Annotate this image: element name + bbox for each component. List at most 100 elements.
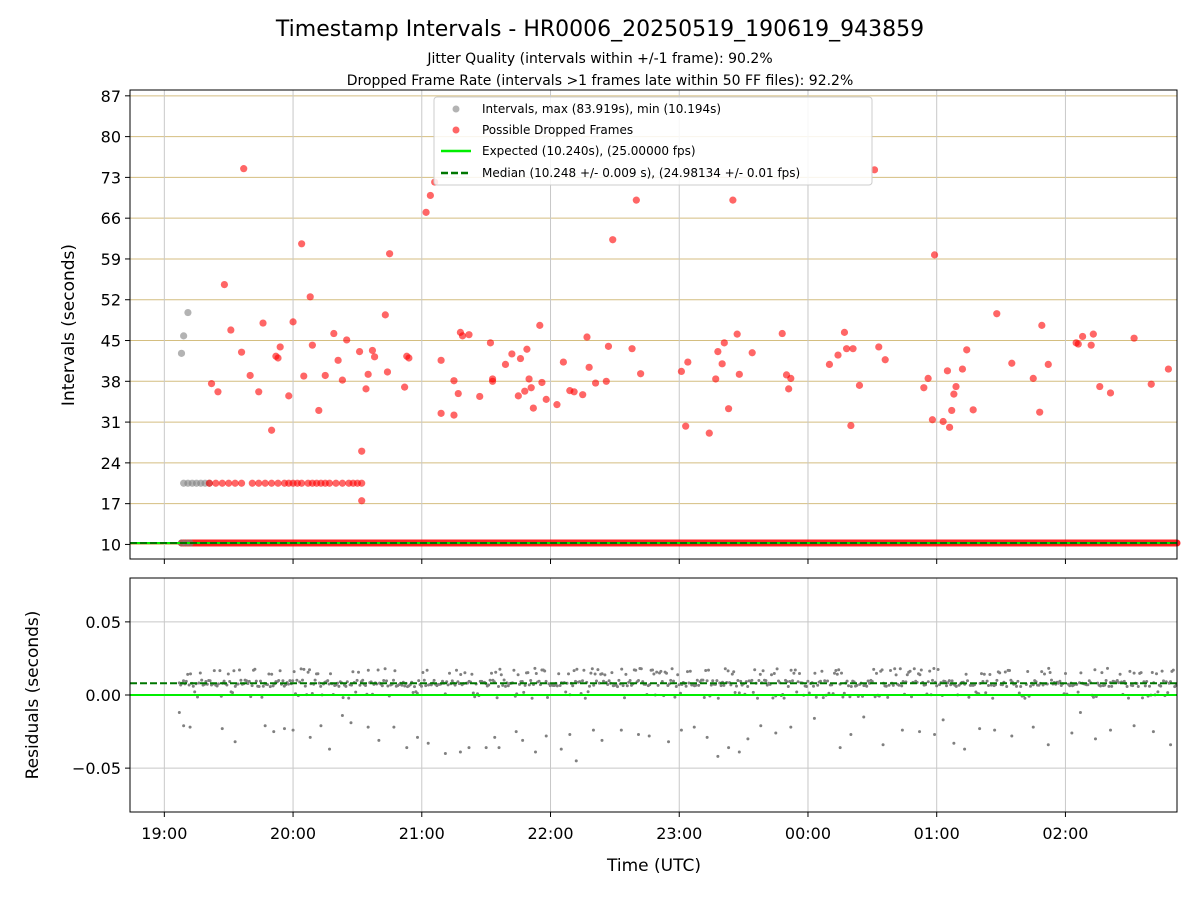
intervals-y-tick-label: 45 xyxy=(101,332,121,351)
x-tick-label: 00:00 xyxy=(785,824,831,843)
x-axis-label: Time (UTC) xyxy=(606,856,701,876)
residual-point xyxy=(592,683,596,687)
residual-point xyxy=(789,668,793,672)
residual-outlier-point xyxy=(993,728,997,732)
dropped-frame-point xyxy=(246,371,254,380)
legend-label-median: Median (10.248 +/- 0.009 s), (24.98134 +… xyxy=(482,166,800,180)
residual-outlier-point xyxy=(647,734,651,738)
residual-outlier-point xyxy=(759,724,763,728)
residual-outlier-point xyxy=(188,725,192,729)
residual-point xyxy=(1086,683,1090,687)
residual-outlier-point xyxy=(308,735,312,739)
residual-point xyxy=(705,679,709,683)
residuals-y-ticks: 0.05 0.00 −0.05 xyxy=(72,613,130,778)
residual-point xyxy=(1003,670,1007,674)
x-tick-label: 21:00 xyxy=(399,824,445,843)
dropped-frame-point xyxy=(450,411,458,419)
dropped-frame-point xyxy=(950,390,958,398)
residual-point xyxy=(926,680,930,684)
residual-outlier-point xyxy=(182,724,186,728)
dropped-frame-point xyxy=(993,310,1001,318)
dropped-frame-point xyxy=(1008,359,1016,367)
residual-point xyxy=(621,684,625,688)
dropped-frame-point xyxy=(952,382,960,391)
residual-point xyxy=(1148,684,1151,688)
residual-outlier-point xyxy=(282,727,286,731)
residual-point xyxy=(357,670,360,674)
dropped-frame-point xyxy=(237,348,246,356)
residual-point xyxy=(897,683,901,687)
residual-point xyxy=(1162,679,1165,683)
residual-point xyxy=(425,668,429,672)
dropped-frame-point xyxy=(225,479,233,487)
residual-point xyxy=(722,683,726,687)
residual-point xyxy=(589,671,593,675)
dropped-frame-point xyxy=(261,479,269,487)
residual-point xyxy=(625,684,629,688)
dropped-frame-point xyxy=(570,388,578,396)
residual-point xyxy=(260,695,264,699)
residual-point xyxy=(932,667,936,670)
residual-point xyxy=(247,679,251,683)
dropped-frame-point xyxy=(523,345,531,353)
dropped-frame-point xyxy=(338,479,347,487)
residual-point xyxy=(886,695,890,699)
residual-point xyxy=(639,667,643,671)
residual-point xyxy=(610,671,614,675)
residual-outlier-point xyxy=(812,716,816,720)
dropped-frame-point xyxy=(928,416,937,424)
dropped-frame-point xyxy=(969,406,977,414)
dropped-frame-point xyxy=(729,196,737,204)
residual-point xyxy=(341,696,345,700)
residual-outlier-point xyxy=(291,728,295,732)
legend-label-intervals: Intervals, max (83.919s), min (10.194s) xyxy=(482,102,721,116)
residual-point xyxy=(1068,684,1072,688)
intervals-y-tick-label: 66 xyxy=(101,209,121,228)
residual-point xyxy=(837,668,841,672)
residual-point xyxy=(497,685,500,688)
dropped-frame-point xyxy=(1147,380,1155,388)
residual-point xyxy=(392,678,395,682)
residual-point xyxy=(751,690,755,694)
residual-point xyxy=(267,672,271,676)
dropped-frame-point xyxy=(628,345,636,353)
residual-point xyxy=(607,679,611,683)
residual-point xyxy=(795,690,799,694)
residual-point xyxy=(891,683,895,687)
residual-point xyxy=(259,679,262,683)
residual-outlier-point xyxy=(405,746,409,750)
residual-point xyxy=(634,668,638,672)
residual-point xyxy=(855,683,859,687)
residual-point xyxy=(847,684,850,688)
x-tick-label: 02:00 xyxy=(1042,824,1088,843)
residual-point xyxy=(270,672,274,676)
residual-point xyxy=(1076,690,1080,694)
residual-point xyxy=(253,667,257,671)
residual-point xyxy=(715,679,719,683)
residual-point xyxy=(764,679,768,683)
residual-point xyxy=(739,679,743,683)
residual-point xyxy=(908,669,912,673)
residual-outlier-point xyxy=(1108,728,1112,732)
residual-point xyxy=(186,672,190,676)
residual-point xyxy=(299,667,303,671)
residual-point xyxy=(966,679,969,683)
dropped-frame-point xyxy=(842,345,851,353)
residual-point xyxy=(337,684,341,688)
residual-point xyxy=(1026,670,1030,673)
residual-point xyxy=(791,679,794,683)
dropped-frame-point xyxy=(849,345,857,353)
residual-point xyxy=(695,678,699,682)
dropped-frame-point xyxy=(684,358,692,366)
residual-point xyxy=(988,673,992,676)
legend-label-dropped: Possible Dropped Frames xyxy=(482,123,633,137)
residual-point xyxy=(652,672,656,676)
residual-point xyxy=(716,696,720,700)
residual-point xyxy=(1128,669,1132,673)
residual-point xyxy=(677,683,681,687)
dropped-frame-point xyxy=(733,330,741,338)
dropped-frame-point xyxy=(325,479,334,487)
intervals-y-label: Intervals (seconds) xyxy=(59,244,79,406)
residual-point xyxy=(1159,684,1163,688)
